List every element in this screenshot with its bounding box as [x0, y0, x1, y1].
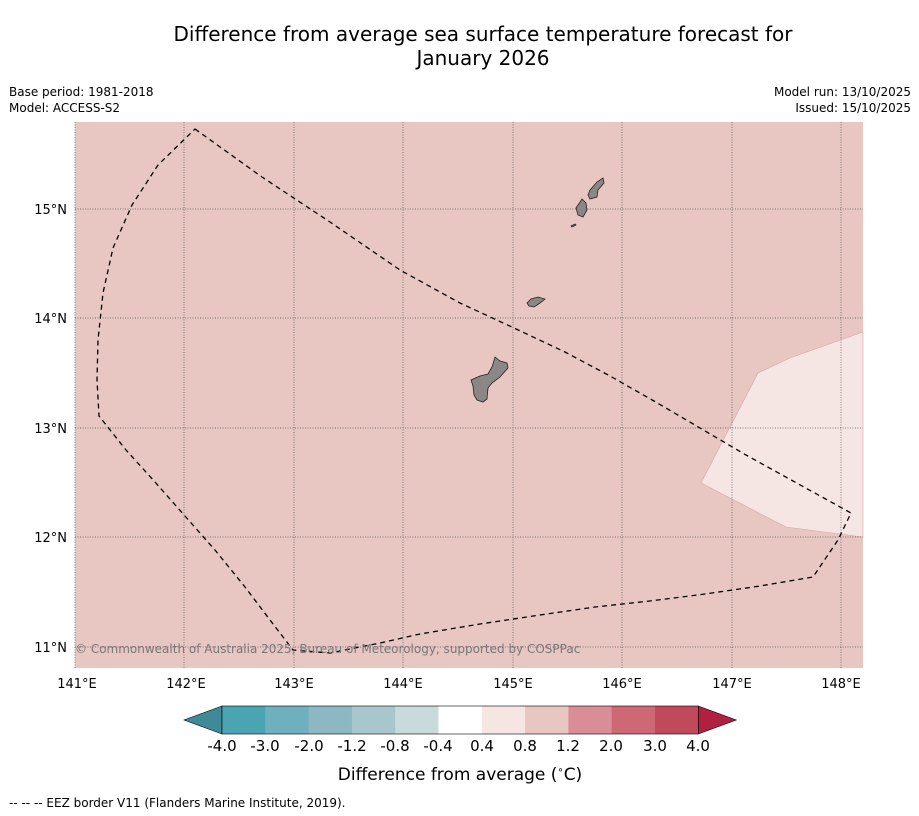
lat-label: 13°N — [34, 422, 67, 437]
colorbar-segment — [481, 706, 526, 734]
colorbar-tick: -2.0 — [294, 737, 323, 755]
aguijan-island — [570, 223, 577, 228]
lon-label: 147°E — [712, 677, 752, 692]
title-line-2: January 2026 — [416, 46, 550, 70]
model-name: Model: ACCESS-S2 — [9, 101, 121, 115]
meta-left: Base period: 1981-2018 Model: ACCESS-S2 — [9, 84, 154, 116]
colorbar-tick: -3.0 — [250, 737, 279, 755]
map-background — [75, 122, 863, 668]
colorbar-extend-max — [697, 705, 738, 735]
colorbar-outline — [221, 705, 699, 735]
lon-label: 148°E — [821, 677, 861, 692]
guam-island — [470, 356, 509, 403]
colorbar — [183, 705, 738, 735]
colorbar-label: Difference from average (∘C) — [338, 765, 582, 785]
base-period: Base period: 1981-2018 — [9, 85, 154, 99]
colorbar-degree-symbol: ∘ — [557, 765, 563, 776]
colorbar-unit-text: C) — [564, 765, 583, 785]
lon-label: 142°E — [166, 677, 206, 692]
lon-label: 144°E — [383, 677, 423, 692]
colorbar-segment — [351, 706, 396, 734]
copyright-text: © Commonwealth of Australia 2025, Bureau… — [75, 642, 580, 656]
rota-island — [526, 296, 546, 308]
colorbar-tick: -1.2 — [337, 737, 366, 755]
colorbar-segment — [525, 706, 569, 734]
lon-label: 141°E — [57, 677, 97, 692]
colorbar-segment — [655, 706, 699, 734]
colorbar-tick: -4.0 — [207, 737, 236, 755]
colorbar-extend-min — [183, 705, 223, 735]
gridlines — [74, 122, 863, 668]
colorbar-tick: 1.2 — [556, 737, 580, 755]
map-title: Difference from average sea surface temp… — [0, 22, 919, 70]
eez-border — [96, 128, 852, 654]
colorbar-segment — [265, 706, 310, 734]
lon-label: 143°E — [274, 677, 314, 692]
colorbar-segment — [395, 706, 439, 734]
model-run: Model run: 13/10/2025 — [773, 85, 911, 99]
colorbar-segment — [438, 706, 483, 734]
colorbar-segment — [568, 706, 613, 734]
colorbar-tick: 0.4 — [470, 737, 494, 755]
issued-date: Issued: 15/10/2025 — [795, 101, 911, 115]
footer-note: -- -- -- EEZ border V11 (Flanders Marine… — [9, 796, 346, 810]
lat-label: 11°N — [34, 641, 67, 656]
latitude-labels: 15°N 14°N 13°N 12°N 11°N — [34, 203, 67, 656]
colorbar-label-text: Difference from average ( — [338, 765, 558, 785]
colorbar-segment — [308, 706, 353, 734]
colorbar-segment — [222, 706, 266, 734]
colorbar-tick: 2.0 — [599, 737, 623, 755]
colorbar-tick: 0.8 — [513, 737, 537, 755]
lat-label: 14°N — [34, 312, 67, 327]
colorbar-segment — [611, 706, 656, 734]
colorbar-tick: 4.0 — [686, 737, 710, 755]
tinian-island — [575, 198, 588, 218]
meta-right: Model run: 13/10/2025 Issued: 15/10/2025 — [774, 84, 911, 116]
lat-label: 12°N — [34, 531, 67, 546]
lon-label: 145°E — [493, 677, 533, 692]
longitude-labels: 141°E 142°E 143°E 144°E 145°E 146°E 147°… — [57, 677, 861, 692]
lon-label: 146°E — [602, 677, 642, 692]
lat-label: 15°N — [34, 203, 67, 218]
colorbar-tick: -0.4 — [423, 737, 452, 755]
colorbar-tick: -0.8 — [380, 737, 409, 755]
colorbar-tick-labels: -4.0 -3.0 -2.0 -1.2 -0.8 -0.4 0.4 0.8 1.… — [207, 737, 710, 755]
title-line-1: Difference from average sea surface temp… — [173, 22, 793, 46]
land — [470, 177, 605, 403]
colorbar-tick: 3.0 — [643, 737, 667, 755]
saipan-island — [587, 177, 605, 200]
